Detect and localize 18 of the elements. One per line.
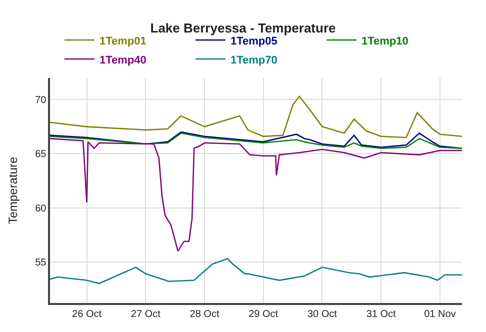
x-tick-label: 27 Oct [130,308,161,320]
x-tick-label: 29 Oct [248,308,278,320]
legend-label: 1Temp01 [100,35,146,48]
legend-label: 1Temp10 [362,35,408,48]
x-tick-label: 01 Nov [424,308,456,320]
legend-label: 1Temp05 [230,35,278,48]
y-tick-label: 70 [35,95,47,106]
y-tick-label: 65 [35,149,47,160]
legend-label: 1Temp40 [100,54,146,66]
x-tick-label: 31 Oct [366,308,396,320]
y-axis-title: Temperature [6,156,20,224]
x-tick-label: 26 Oct [72,308,102,320]
chart-title: Lake Berryessa - Temperature [150,20,336,36]
x-tick-label: 30 Oct [307,308,338,320]
y-tick-label: 55 [35,257,47,268]
x-tick-label: 28 Oct [190,308,220,320]
legend-label: 1Temp70 [230,54,278,66]
y-tick-label: 60 [35,203,47,214]
